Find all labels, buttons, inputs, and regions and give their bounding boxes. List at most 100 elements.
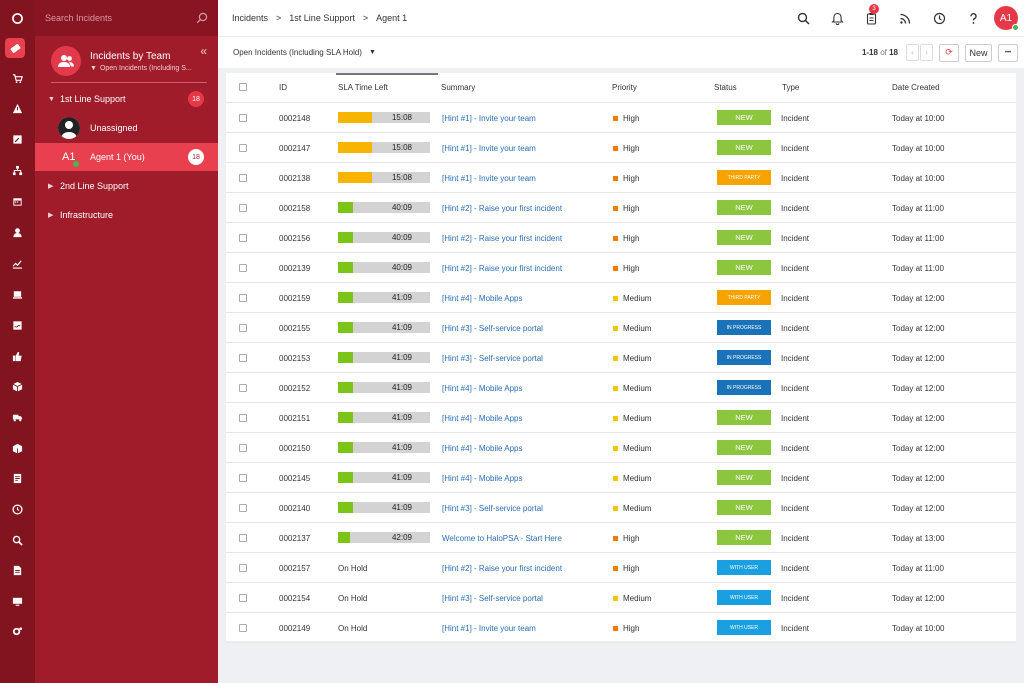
team-filter[interactable]: ▼ Open Incidents (Including S... [90, 65, 215, 72]
incident-summary-link[interactable]: [Hint #4] - Mobile Apps [442, 444, 523, 453]
org-chart-icon[interactable] [0, 160, 35, 180]
tree-item-infrastructure[interactable]: ▶ Infrastructure [35, 202, 218, 228]
column-date-created[interactable]: Date Created [892, 83, 940, 92]
table-row[interactable]: 0002138 15:08 [Hint #1] - Invite your team… [226, 163, 1016, 193]
table-row[interactable]: 0002148 15:08 [Hint #1] - Invite your team… [226, 103, 1016, 133]
row-checkbox[interactable] [239, 504, 247, 512]
incident-summary-link[interactable]: Welcome to HaloPSA - Start Here [442, 534, 562, 543]
help-button[interactable] [956, 0, 990, 36]
user-icon[interactable] [0, 222, 35, 242]
select-all-checkbox[interactable] [239, 83, 247, 91]
cart-icon[interactable] [0, 68, 35, 88]
edit-icon[interactable] [0, 129, 35, 149]
next-page-button[interactable]: › [920, 44, 933, 61]
incident-summary-link[interactable]: [Hint #1] - Invite your team [442, 174, 536, 183]
row-checkbox[interactable] [239, 414, 247, 422]
row-checkbox[interactable] [239, 264, 247, 272]
package-icon[interactable] [0, 438, 35, 458]
collapsed-arrow-icon[interactable]: ▶ [48, 183, 54, 190]
clock-icon[interactable] [0, 499, 35, 519]
column-summary[interactable]: Summary [441, 83, 476, 92]
row-checkbox[interactable] [239, 594, 247, 602]
truck-icon[interactable] [0, 407, 35, 427]
breadcrumb-team[interactable]: 1st Line Support [289, 13, 355, 23]
incident-summary-link[interactable]: [Hint #1] - Invite your team [442, 624, 536, 633]
incident-summary-link[interactable]: [Hint #2] - Raise your first incident [442, 234, 563, 243]
table-row[interactable]: 0002139 40:09 [Hint #2] - Raise your first… [226, 253, 1016, 283]
row-checkbox[interactable] [239, 114, 247, 122]
warning-icon[interactable] [0, 98, 35, 118]
row-checkbox[interactable] [239, 204, 247, 212]
row-checkbox[interactable] [239, 234, 247, 242]
search-icon[interactable] [0, 530, 35, 550]
table-row[interactable]: 0002153 41:09 [Hint #3] - Self-service por… [226, 343, 1016, 373]
incident-summary-link[interactable]: [Hint #3] - Self-service portal [442, 324, 543, 333]
collapsed-arrow-icon[interactable]: ▶ [48, 212, 54, 219]
table-row[interactable]: 0002158 40:09 [Hint #2] - Raise your first… [226, 193, 1016, 223]
table-row[interactable]: 0002156 40:09 [Hint #2] - Raise your first… [226, 223, 1016, 253]
search-icon[interactable] [196, 12, 208, 24]
timesheet-button[interactable] [922, 0, 956, 36]
monitor-icon[interactable] [0, 591, 35, 611]
row-checkbox[interactable] [239, 474, 247, 482]
collapse-icon[interactable]: « [200, 44, 207, 58]
table-row[interactable]: 0002154 On Hold [Hint #3] - Self-service p… [226, 583, 1016, 613]
sign-icon[interactable] [0, 315, 35, 335]
table-row[interactable]: 0002159 41:09 [Hint #4] - Mobile Apps Mediu… [226, 283, 1016, 313]
table-row[interactable]: 0002157 On Hold [Hint #2] - Raise your fir… [226, 553, 1016, 583]
incident-summary-link[interactable]: [Hint #1] - Invite your team [442, 114, 536, 123]
ticket-icon[interactable] [5, 38, 25, 58]
row-checkbox[interactable] [239, 294, 247, 302]
user-avatar[interactable]: A1 [994, 6, 1019, 31]
tasks-button[interactable]: 3 [854, 0, 888, 36]
table-row[interactable]: 0002137 42:09 Welcome to HaloPSA - Start H… [226, 523, 1016, 553]
row-checkbox[interactable] [239, 384, 247, 392]
row-checkbox[interactable] [239, 324, 247, 332]
column-status[interactable]: Status [714, 83, 737, 92]
column-sla[interactable]: SLA Time Left [338, 83, 388, 92]
table-row[interactable]: 0002152 41:09 [Hint #4] - Mobile Apps Mediu… [226, 373, 1016, 403]
incident-summary-link[interactable]: [Hint #1] - Invite your team [442, 144, 536, 153]
search-incidents[interactable]: Search Incidents [35, 0, 218, 36]
box-icon[interactable] [0, 376, 35, 396]
table-row[interactable]: 0002149 On Hold [Hint #1] - Invite your te… [226, 613, 1016, 643]
breadcrumb-incidents[interactable]: Incidents [232, 13, 269, 23]
settings-icon[interactable] [0, 621, 35, 641]
incident-summary-link[interactable]: [Hint #3] - Self-service portal [442, 354, 543, 363]
tree-item-agent-1[interactable]: A1 Agent 1 (You) 18 [35, 143, 218, 171]
row-checkbox[interactable] [239, 564, 247, 572]
file-icon[interactable] [0, 560, 35, 580]
new-button[interactable]: New [965, 43, 992, 62]
row-checkbox[interactable] [239, 444, 247, 452]
incident-summary-link[interactable]: [Hint #4] - Mobile Apps [442, 474, 523, 483]
incident-summary-link[interactable]: [Hint #2] - Raise your first incident [442, 264, 563, 273]
table-row[interactable]: 0002140 41:09 [Hint #3] - Self-service por… [226, 493, 1016, 523]
incident-summary-link[interactable]: [Hint #4] - Mobile Apps [442, 414, 523, 423]
table-row[interactable]: 0002155 41:09 [Hint #3] - Self-service por… [226, 313, 1016, 343]
table-row[interactable]: 0002147 15:08 [Hint #1] - Invite your team… [226, 133, 1016, 163]
table-row[interactable]: 0002150 41:09 [Hint #4] - Mobile Apps Mediu… [226, 433, 1016, 463]
notifications-button[interactable] [820, 0, 854, 36]
column-type[interactable]: Type [782, 83, 800, 92]
incident-summary-link[interactable]: [Hint #3] - Self-service portal [442, 504, 543, 513]
incident-summary-link[interactable]: [Hint #2] - Raise your first incident [442, 204, 563, 213]
column-id[interactable]: ID [279, 83, 287, 92]
refresh-button[interactable]: ⟳ [939, 43, 959, 62]
row-checkbox[interactable] [239, 144, 247, 152]
search-button[interactable] [786, 0, 820, 36]
row-checkbox[interactable] [239, 174, 247, 182]
logo-icon[interactable] [0, 8, 35, 28]
table-row[interactable]: 0002151 41:09 [Hint #4] - Mobile Apps Mediu… [226, 403, 1016, 433]
feed-button[interactable] [888, 0, 922, 36]
incident-summary-link[interactable]: [Hint #3] - Self-service portal [442, 594, 543, 603]
row-checkbox[interactable] [239, 354, 247, 362]
row-checkbox[interactable] [239, 534, 247, 542]
chart-icon[interactable] [0, 253, 35, 273]
document-icon[interactable] [0, 468, 35, 488]
incident-summary-link[interactable]: [Hint #2] - Raise your first incident [442, 564, 563, 573]
tree-item-1st-line-support[interactable]: ▼ 1st Line Support 18 [35, 86, 218, 112]
view-filter-dropdown[interactable]: Open Incidents (Including SLA Hold) ▼ [233, 48, 862, 57]
thumbs-up-icon[interactable] [0, 346, 35, 366]
search-input[interactable]: Search Incidents [45, 13, 113, 23]
tree-item-2nd-line-support[interactable]: ▶ 2nd Line Support [35, 173, 218, 199]
